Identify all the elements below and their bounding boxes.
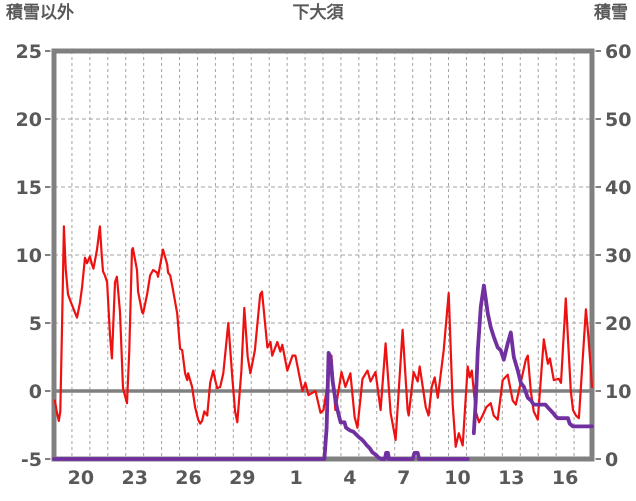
temperature-line [53,225,594,448]
right-axis-tick-label: 60 [605,41,631,63]
x-axis-tick-label: 10 [444,467,470,489]
left-axis-tick-label: -5 [21,449,42,471]
right-axis-tick-label: 20 [605,313,631,335]
x-axis-tick-label: 4 [343,467,356,489]
left-axis-tick-label: 0 [29,381,42,403]
x-axis-tick-label: 16 [552,467,578,489]
right-axis-tick-label: 30 [605,245,631,267]
left-axis-title: 積雪以外 [6,3,74,23]
x-axis-tick-label: 29 [229,467,255,489]
x-axis-tick-label: 1 [289,467,302,489]
left-axis-tick-label: 10 [16,245,42,267]
x-axis-tick-label: 7 [397,467,410,489]
x-axis-tick-label: 26 [175,467,201,489]
snow-depth-line [471,283,594,436]
right-axis-tick-label: 0 [605,449,618,471]
snow-depth-line [52,350,470,461]
x-axis-tick-label: 20 [68,467,94,489]
right-axis-title: 積雪 [594,3,628,23]
chart-title: 下大須 [292,3,344,23]
right-axis-tick-label: 10 [605,381,631,403]
left-axis-tick-label: 20 [16,109,42,131]
x-axis-tick-label: 23 [121,467,147,489]
left-axis-tick-label: 5 [29,313,42,335]
left-axis-tick-label: 25 [16,41,42,63]
x-axis-tick-label: 13 [498,467,524,489]
right-axis-tick-label: 50 [605,109,631,131]
left-axis-tick-label: 15 [16,177,42,199]
right-axis-tick-label: 40 [605,177,631,199]
